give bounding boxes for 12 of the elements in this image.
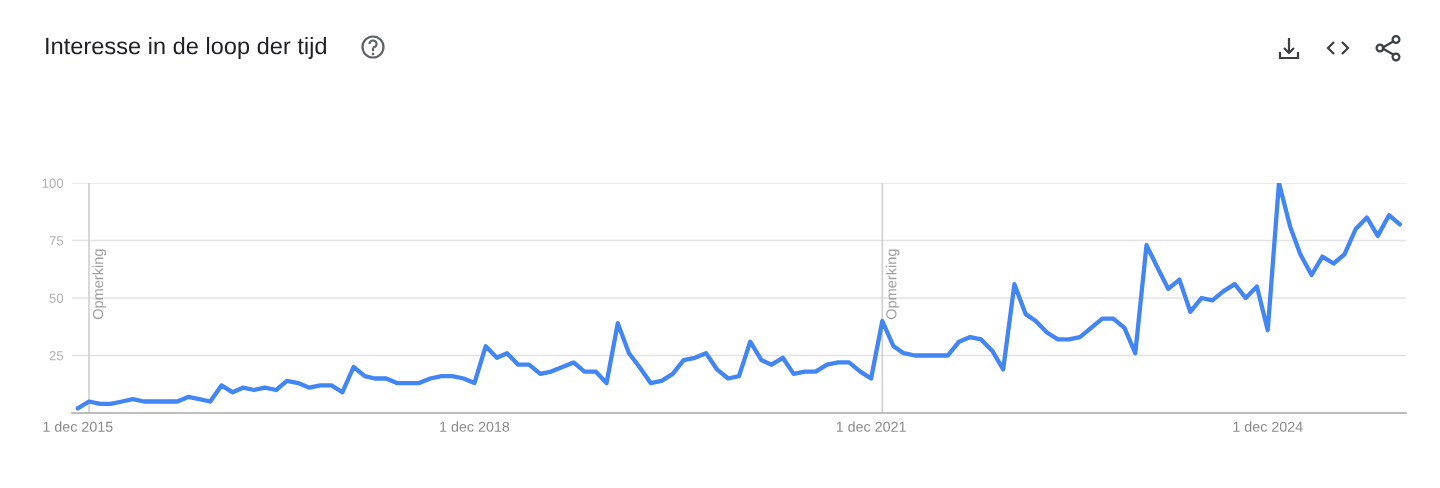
x-tick-label: 1 dec 2021 <box>836 421 906 432</box>
x-tick-label: 1 dec 2015 <box>43 421 113 432</box>
chart-title: Interesse in de loop der tijd <box>46 37 326 60</box>
line-series <box>75 183 1403 411</box>
x-tick-label: 1 dec 2018 <box>440 421 510 432</box>
ref-line-label: Opmerking <box>92 249 107 320</box>
ref-line-label: Opmerking <box>885 249 900 320</box>
x-tick-label: 1 dec 2024 <box>1233 421 1303 432</box>
y-tick-label: 50 <box>49 293 64 303</box>
y-tick-label: 25 <box>49 351 64 361</box>
y-tick-label: 100 <box>42 178 64 188</box>
y-tick-label: 75 <box>49 236 64 246</box>
